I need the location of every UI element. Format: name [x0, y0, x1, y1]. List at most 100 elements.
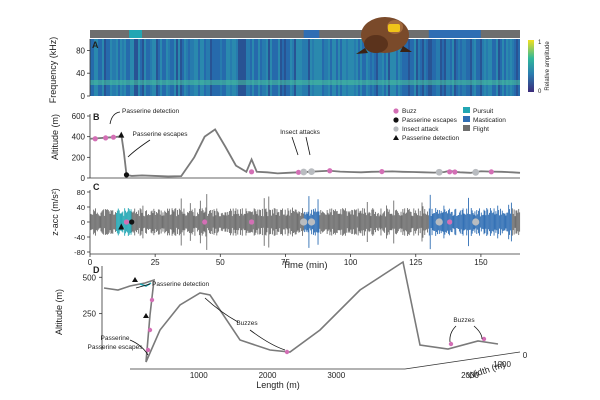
- spectrogram-column: [94, 39, 96, 96]
- spectrogram-column: [180, 39, 182, 96]
- spectrogram-column: [494, 39, 496, 96]
- b-legend: Buzz Passerine escapes Insect attack Pas…: [393, 107, 506, 142]
- spectrogram-column: [358, 39, 360, 96]
- spectrogram-column: [314, 39, 316, 96]
- spectrogram-column: [498, 39, 500, 96]
- c-y-tick-label: 80: [77, 188, 85, 197]
- spectrogram-column: [422, 39, 424, 96]
- spectrogram-column: [334, 39, 336, 96]
- spectrogram-column: [352, 39, 354, 96]
- d-width-axis: [404, 351, 521, 370]
- spectrogram-column: [286, 39, 288, 96]
- b-event-passerine-escapes: [123, 172, 130, 178]
- spectrogram-column: [482, 39, 484, 96]
- spectrogram-column: [466, 39, 468, 96]
- spectrogram-column: [486, 39, 488, 96]
- spectrogram-column: [196, 39, 198, 96]
- spectrogram-column: [106, 39, 108, 96]
- spectrogram-column: [360, 39, 362, 96]
- c-x-tick-label: 0: [88, 258, 93, 267]
- b-event-buzz: [447, 169, 453, 175]
- spectrogram-column: [518, 39, 520, 96]
- spectrogram-column: [156, 39, 158, 96]
- b-event-insect-attack: [308, 168, 315, 175]
- spectrogram-column: [434, 39, 436, 96]
- a-y-axis: 0 40 80: [76, 39, 91, 101]
- spectrogram-column: [234, 39, 236, 96]
- b-y-label: Altitude (m): [50, 114, 60, 160]
- d-track-line: [103, 260, 499, 363]
- b-annotation-insects: Insect attacks: [280, 129, 320, 136]
- spectrogram-column: [302, 39, 304, 96]
- spectrogram-column: [150, 39, 152, 96]
- spectrogram-column: [456, 39, 458, 96]
- b-arrow-insect-1: [291, 136, 299, 156]
- spectrogram-column: [92, 39, 94, 96]
- spectrogram-column: [400, 39, 402, 96]
- spectrogram-column: [296, 39, 298, 96]
- spectrogram-column: [392, 39, 394, 96]
- spectrogram-column: [512, 39, 514, 96]
- d-arrow-buzzes-1a: [204, 297, 239, 323]
- spectrogram-column: [500, 39, 502, 96]
- spectrogram-column: [346, 39, 348, 96]
- spectrogram-column: [480, 39, 482, 96]
- spectrogram-column: [118, 39, 120, 96]
- b-arrow-insect-2: [305, 136, 311, 156]
- spectrogram-column: [504, 39, 506, 96]
- behaviour-segment-mastication: [428, 30, 481, 38]
- spectrogram-column: [220, 39, 222, 96]
- c-axes: -80 -40 0 40 80 0 25 50 75 100 125 150: [74, 188, 520, 267]
- d-y-tick-label: 500: [83, 273, 97, 282]
- spectrogram-column: [140, 39, 142, 96]
- spectrogram-column: [380, 39, 382, 96]
- spectrogram-column: [436, 39, 438, 96]
- spectrogram-column: [438, 39, 440, 96]
- spectrogram-column: [108, 39, 110, 96]
- spectrogram-column: [266, 39, 268, 96]
- c-events: [118, 218, 480, 230]
- spectrogram-column: [410, 39, 412, 96]
- spectrogram-column: [198, 39, 200, 96]
- d-annotation-detection: Passerine detection: [152, 281, 209, 288]
- spectrogram-column: [136, 39, 138, 96]
- d-buzz-marker: [147, 327, 153, 333]
- spectrogram-column: [324, 39, 326, 96]
- spectrogram-column: [160, 39, 162, 96]
- spectrogram-column: [270, 39, 272, 96]
- panel-letter-c: C: [93, 182, 100, 192]
- spectrogram-column: [350, 39, 352, 96]
- spectrogram-column: [278, 39, 280, 96]
- spectrogram-column: [208, 39, 210, 96]
- spectrogram-column: [304, 39, 306, 96]
- panel-c: -80 -40 0 40 80 0 25 50 75 100 125 150 C z-acc (m/s…: [50, 182, 521, 271]
- spectrogram-column: [212, 39, 214, 96]
- b-axes: 0 200 400 600: [72, 112, 520, 183]
- c-event-detection: [118, 223, 125, 230]
- d-arrow-buzzes-1b: [249, 329, 286, 351]
- spectrogram-column: [404, 39, 406, 96]
- spectrogram-column: [112, 39, 114, 96]
- b-event-insect-attack: [472, 168, 480, 176]
- spectrogram-column: [130, 39, 132, 96]
- spectrogram-column: [284, 39, 286, 96]
- spectrogram-column: [202, 39, 204, 96]
- spectrogram-column: [376, 39, 378, 96]
- b-y-tick-label: 600: [72, 112, 86, 121]
- spectrogram-column: [492, 39, 494, 96]
- spectrogram-column: [460, 39, 462, 96]
- spectrogram-column: [322, 39, 324, 96]
- spectrogram-column: [174, 39, 176, 96]
- spectrogram-column: [204, 39, 206, 96]
- d-detection-marker: [132, 277, 138, 282]
- spectrogram-column: [290, 39, 292, 96]
- spectrogram-column: [148, 39, 150, 96]
- c-event-buzz: [447, 219, 453, 225]
- spectrogram-column: [488, 39, 490, 96]
- spectrogram-column: [424, 39, 426, 96]
- spectrogram: [90, 39, 520, 96]
- spectrogram-column: [364, 39, 366, 96]
- b-event-buzz: [379, 168, 385, 175]
- spectrogram-column: [396, 39, 398, 96]
